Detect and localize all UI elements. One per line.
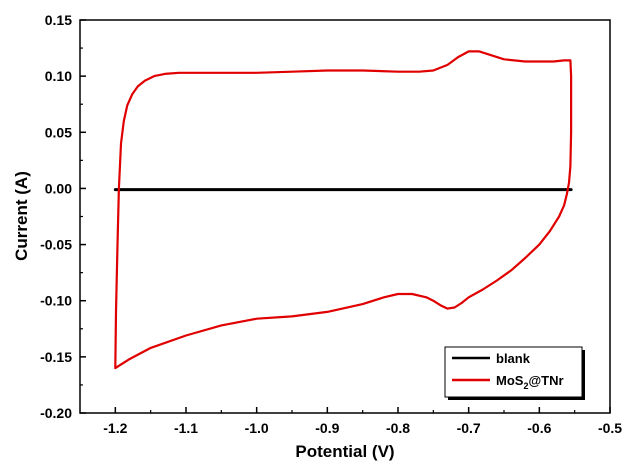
legend-label-mos2-sub: 2	[523, 381, 528, 391]
x-tick-label: -0.8	[386, 420, 410, 436]
x-tick-label: -0.6	[527, 420, 551, 436]
series-layer	[113, 50, 573, 370]
y-tick-label: -0.20	[40, 405, 72, 421]
legend: blank MoS2@TNr	[444, 346, 585, 400]
x-tick-label: -0.5	[598, 420, 622, 436]
axis-ticks: -1.2 -1.1 -1.0 -0.9 -0.8 -0.7 -0.6 -0.5 -0.20 -0.…	[40, 12, 622, 436]
y-tick-label: -0.05	[40, 237, 72, 253]
y-tick-label: -0.15	[40, 349, 72, 365]
x-axis-title: Potential (V)	[295, 442, 394, 461]
legend-label-mos2-tail: @TNr	[528, 373, 563, 388]
x-tick-label: -0.9	[315, 420, 339, 436]
legend-label-mos2-main: MoS	[496, 373, 524, 388]
y-axis-title: Current (A)	[12, 171, 31, 261]
legend-label-blank: blank	[496, 351, 531, 366]
legend-box	[444, 346, 583, 398]
y-tick-label: 0.10	[45, 68, 72, 84]
y-tick-label: 0.00	[45, 180, 72, 196]
series-line-mos2-tnr	[114, 50, 573, 370]
y-tick-label: 0.15	[45, 12, 72, 28]
x-tick-label: -1.2	[103, 420, 127, 436]
y-tick-label: 0.05	[45, 124, 72, 140]
x-tick-label: -1.1	[174, 420, 198, 436]
x-tick-label: -1.0	[245, 420, 269, 436]
x-tick-label: -0.7	[457, 420, 481, 436]
legend-label-mos2: MoS2@TNr	[496, 373, 564, 391]
y-tick-label: -0.10	[40, 293, 72, 309]
